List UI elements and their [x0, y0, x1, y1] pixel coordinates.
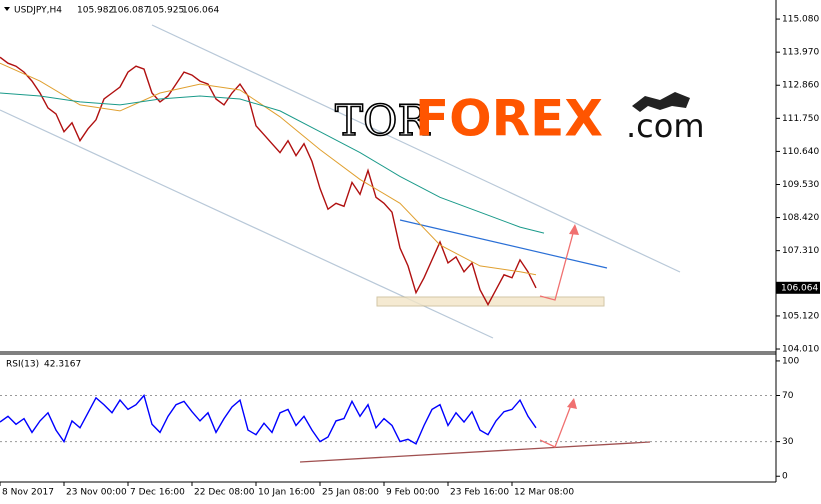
series-line [0, 62, 537, 276]
menu-triangle [4, 7, 10, 11]
y-tick-label: 111.750 [782, 114, 819, 124]
rsi-label: RSI(13) [6, 360, 39, 370]
y-tick-label: 115.080 [782, 15, 819, 25]
x-tick-label: 8 Nov 2017 [2, 488, 54, 498]
y-tick-label: 113.970 [782, 48, 819, 58]
arrow-head [567, 398, 577, 409]
symbol: USDJPY,H4 [14, 6, 62, 16]
close: 106.064 [182, 6, 219, 16]
series-line [0, 56, 537, 307]
y-tick-label: 112.860 [782, 81, 819, 91]
low: 105.925 [147, 6, 184, 16]
y-tick-label: 107.310 [782, 246, 819, 256]
price-label: 106.064 [781, 283, 818, 293]
x-tick-label: 23 Nov 00:00 [66, 488, 127, 498]
support-zone [376, 296, 605, 307]
x-tick-label: 22 Dec 08:00 [194, 488, 255, 498]
arrow-head [569, 224, 579, 235]
trend-line [399, 219, 608, 269]
x-tick-label: 9 Feb 00:00 [386, 488, 440, 498]
rsi-trend-line [299, 441, 651, 463]
x-tick-label: 7 Dec 16:00 [130, 488, 185, 498]
y-tick-label: 70 [782, 391, 794, 401]
logo-bull [632, 92, 690, 112]
forecast-arrow [539, 225, 576, 301]
y-tick-label: 104.010 [782, 345, 819, 355]
high: 106.087 [112, 6, 149, 16]
y-tick-label: 100 [782, 356, 799, 366]
y-tick-label: 105.120 [782, 311, 819, 321]
x-tick-label: 10 Jan 16:00 [258, 488, 315, 498]
y-tick-label: 0 [782, 472, 788, 482]
x-tick-label: 12 Mar 08:00 [514, 488, 574, 498]
y-tick-label: 109.530 [782, 180, 819, 190]
series-line [0, 92, 545, 234]
x-tick-label: 23 Feb 16:00 [450, 488, 509, 498]
forecast-arrow [539, 399, 574, 448]
series-line [0, 394, 537, 445]
rsi-value: 42.3167 [44, 360, 81, 370]
y-tick-label: 30 [782, 437, 794, 447]
open: 105.982 [77, 6, 114, 16]
x-tick-label: 25 Jan 08:00 [322, 488, 379, 498]
y-tick-label: 110.640 [782, 147, 819, 157]
channel-line [151, 24, 681, 273]
logo-brand: FOREX [415, 90, 603, 148]
y-tick-label: 108.420 [782, 213, 819, 223]
price-label-box [776, 281, 820, 294]
logo-suffix: .com [626, 107, 705, 145]
logo-prefix: TOR [335, 96, 430, 145]
